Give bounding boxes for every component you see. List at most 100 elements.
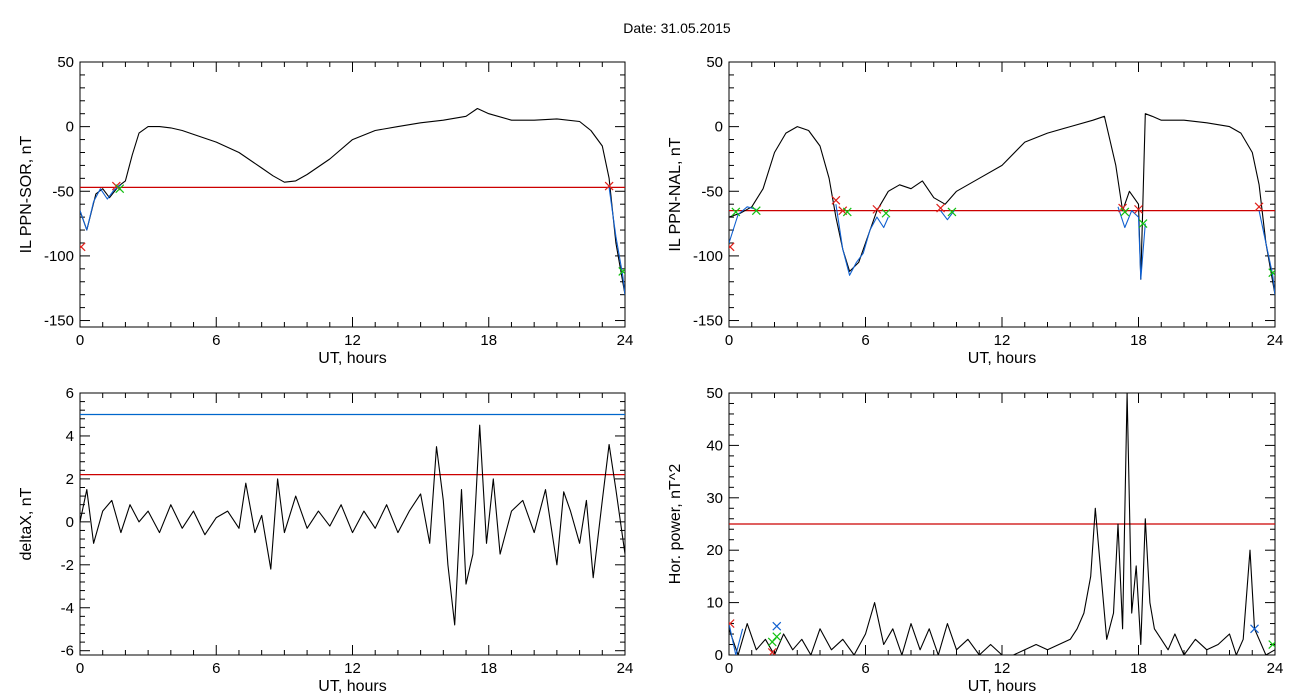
event-marker: [831, 195, 841, 205]
event-marker: [618, 266, 625, 276]
y-tick-label: 0: [715, 119, 723, 136]
event-marker: [1120, 207, 1130, 217]
event-marker: [115, 184, 125, 194]
plot-frame: [79, 61, 626, 328]
chart-panel-p2: 0 6 12 18 24 -150 -100 -50 0 50 UT, hours IL PPN-NA…: [667, 54, 1283, 367]
event-marker: [80, 242, 86, 252]
y-tick-label: 50: [57, 54, 74, 71]
event-marker: [842, 207, 852, 217]
x-axis-title: UT, hours: [968, 678, 1036, 695]
x-tick-label: 24: [1267, 660, 1284, 677]
y-tick-label: -4: [61, 600, 74, 617]
x-tick-label: 18: [1130, 660, 1147, 677]
plot-area: [729, 113, 1275, 295]
event-marker: [729, 619, 735, 628]
x-axis-title: UT, hours: [968, 350, 1036, 367]
y-tick-label: -100: [44, 248, 74, 265]
y-tick-label: -50: [701, 183, 723, 200]
x-tick-label: 12: [344, 332, 361, 349]
event-marker: [751, 206, 761, 216]
highlight-line: [1258, 210, 1275, 295]
y-tick-label: 0: [715, 647, 723, 664]
x-tick-label: 0: [725, 660, 733, 677]
series-line: [729, 393, 1275, 655]
event-marker: [604, 181, 614, 191]
x-tick-label: 6: [212, 660, 220, 677]
event-marker: [881, 208, 891, 218]
highlight-line: [835, 204, 889, 276]
x-tick-label: 12: [994, 332, 1011, 349]
event-marker: [731, 207, 741, 217]
highlight-line: [729, 623, 744, 655]
event-marker: [1254, 202, 1264, 212]
event-marker: [767, 647, 777, 655]
y-tick-label: -6: [61, 643, 74, 660]
event-marker: [936, 203, 945, 213]
series-line: [80, 424, 625, 626]
y-tick-label: 0: [66, 119, 74, 136]
y-axis-title: IL PPN-NAL, nT: [667, 137, 684, 251]
x-tick-label: 24: [617, 332, 634, 349]
page-title: Date: 31.05.2015: [623, 20, 731, 36]
x-tick-label: 18: [480, 332, 497, 349]
y-tick-label: 50: [706, 385, 723, 402]
x-tick-label: 6: [212, 332, 220, 349]
y-tick-label: 10: [706, 595, 723, 612]
y-axis-title: IL PPN-SOR, nT: [18, 135, 35, 253]
x-tick-label: 0: [76, 332, 84, 349]
y-tick-label: -2: [61, 557, 74, 574]
event-marker: [1268, 268, 1275, 278]
event-marker: [1138, 219, 1148, 229]
y-tick-label: 20: [706, 542, 723, 559]
y-tick-label: 40: [706, 437, 723, 454]
x-axis-title: UT, hours: [318, 350, 386, 367]
x-tick-label: 6: [861, 332, 869, 349]
event-marker: [947, 207, 957, 217]
y-tick-label: -150: [693, 313, 723, 330]
plot-area: [80, 413, 625, 626]
highlight-line: [80, 184, 122, 231]
x-tick-label: 12: [344, 660, 361, 677]
y-tick-label: 30: [706, 490, 723, 507]
y-tick-label: -100: [693, 248, 723, 265]
highlight-line: [608, 187, 625, 295]
event-marker: [872, 204, 882, 214]
y-axis-title: Hor. power, nT^2: [667, 464, 684, 585]
event-marker: [1250, 624, 1259, 634]
plot-area: [80, 107, 625, 295]
y-tick-label: 50: [706, 54, 723, 71]
series-line: [729, 113, 1275, 295]
y-axis-title: deltaX, nT: [18, 487, 35, 560]
x-tick-label: 18: [480, 660, 497, 677]
y-tick-label: 4: [66, 428, 74, 445]
event-marker: [1134, 204, 1143, 214]
highlight-line: [940, 210, 955, 221]
x-tick-label: 0: [725, 332, 733, 349]
series-line: [80, 107, 625, 295]
x-tick-label: 24: [617, 660, 634, 677]
event-marker: [772, 632, 782, 642]
event-marker: [729, 242, 735, 252]
highlight-line: [729, 206, 757, 244]
y-tick-label: 0: [66, 514, 74, 531]
x-tick-label: 24: [1267, 332, 1284, 349]
event-marker: [772, 621, 782, 631]
event-marker: [1268, 640, 1275, 649]
y-tick-label: -50: [52, 183, 74, 200]
x-tick-label: 12: [994, 660, 1011, 677]
x-axis-title: UT, hours: [318, 678, 386, 695]
chart-panel-p4: 0 6 12 18 24 0 10 20 30 40 50 UT, hours Hor. power, …: [667, 385, 1283, 695]
plot-area: [729, 393, 1275, 655]
y-tick-label: -150: [44, 313, 74, 330]
x-tick-label: 18: [1130, 332, 1147, 349]
highlight-line: [1117, 206, 1146, 280]
x-tick-label: 6: [861, 660, 869, 677]
plot-frame: [728, 61, 1276, 328]
y-tick-label: 2: [66, 471, 74, 488]
x-tick-label: 0: [76, 660, 84, 677]
plot-frame: [79, 392, 626, 656]
y-tick-label: 6: [66, 385, 74, 402]
